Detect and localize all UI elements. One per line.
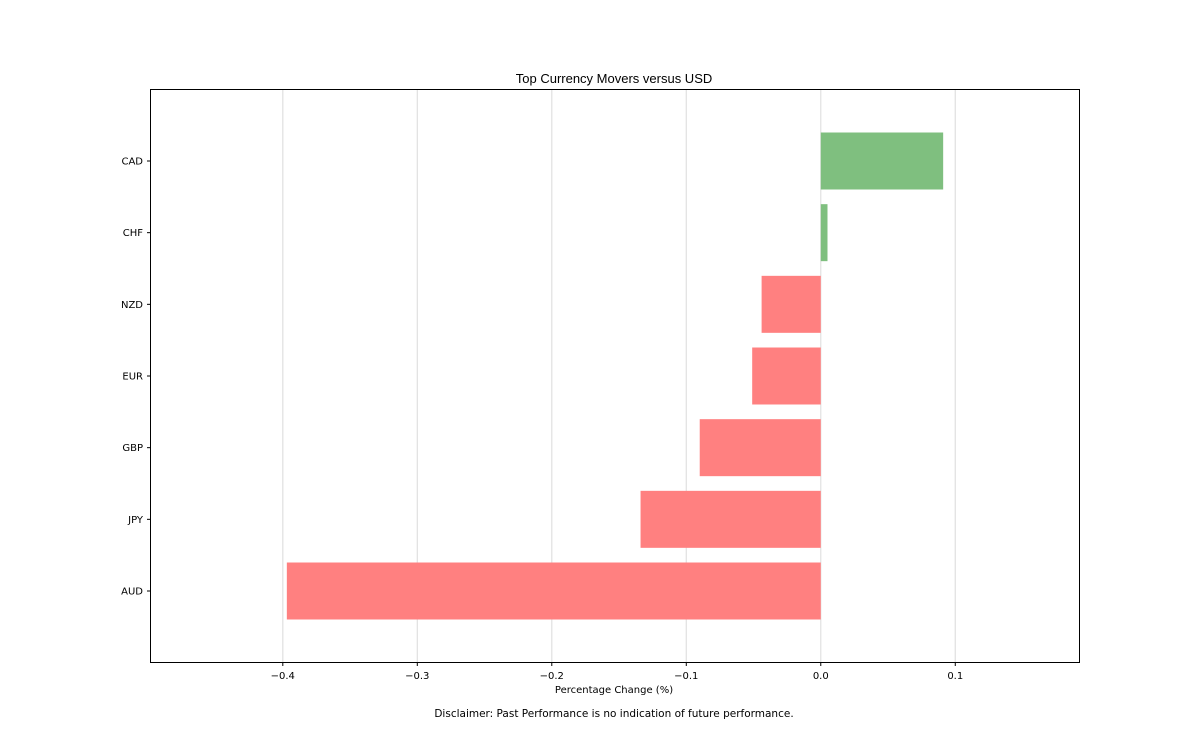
y-ticks: CAD CHF NZD EUR GBP JPY AUD bbox=[121, 157, 151, 598]
x-tick-label: −0.4 bbox=[271, 671, 295, 682]
y-tick-label: JPY bbox=[127, 515, 144, 526]
y-tick-label: CHF bbox=[123, 228, 144, 239]
x-axis-label: Percentage Change (%) bbox=[555, 685, 673, 696]
chart-title: Top Currency Movers versus USD bbox=[516, 71, 713, 86]
bar-chf bbox=[820, 204, 828, 262]
x-tick-label: −0.2 bbox=[540, 671, 564, 682]
y-tick-label: NZD bbox=[121, 300, 143, 311]
x-tick-label: −0.3 bbox=[405, 671, 429, 682]
bar-nzd bbox=[761, 275, 821, 333]
bar-eur bbox=[752, 347, 821, 405]
x-tick-label: −0.1 bbox=[674, 671, 698, 682]
y-tick-label: CAD bbox=[121, 157, 143, 168]
bar-cad bbox=[820, 132, 944, 190]
bars bbox=[286, 132, 944, 620]
bar-gbp bbox=[699, 419, 821, 477]
bar-aud bbox=[286, 562, 821, 620]
disclaimer-footnote: Disclaimer: Past Performance is no indic… bbox=[434, 708, 793, 720]
x-tick-label: 0.0 bbox=[813, 671, 829, 682]
y-tick-label: EUR bbox=[122, 372, 143, 383]
bar-jpy bbox=[640, 490, 821, 548]
y-tick-label: AUD bbox=[121, 587, 143, 598]
x-ticks: −0.4 −0.3 −0.2 −0.1 0.0 0.1 bbox=[271, 662, 963, 682]
x-tick-label: 0.1 bbox=[947, 671, 963, 682]
y-tick-label: GBP bbox=[122, 443, 143, 454]
